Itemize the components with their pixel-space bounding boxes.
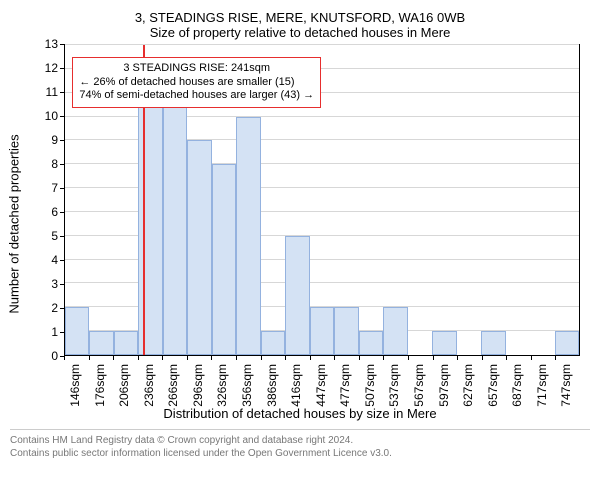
chart-container: Number of detached properties 3 STEADING… (10, 44, 590, 404)
histogram-bar (89, 331, 113, 355)
y-tick-mark (60, 332, 64, 333)
page: 3, STEADINGS RISE, MERE, KNUTSFORD, WA16… (0, 0, 600, 500)
y-tick-mark (60, 212, 64, 213)
x-tick-label: 567sqm (412, 364, 426, 416)
y-tick-label: 1 (10, 325, 58, 339)
histogram-bar (359, 331, 383, 355)
y-tick-label: 11 (10, 85, 58, 99)
x-tick-mark (236, 356, 237, 360)
x-tick-label: 266sqm (166, 364, 180, 416)
x-tick-label: 236sqm (142, 364, 156, 416)
y-tick-mark (60, 44, 64, 45)
x-tick-label: 206sqm (117, 364, 131, 416)
x-tick-mark (113, 356, 114, 360)
y-tick-mark (60, 68, 64, 69)
x-tick-mark (334, 356, 335, 360)
y-tick-mark (60, 92, 64, 93)
y-tick-label: 5 (10, 229, 58, 243)
x-tick-label: 657sqm (486, 364, 500, 416)
x-tick-label: 296sqm (191, 364, 205, 416)
x-tick-label: 356sqm (240, 364, 254, 416)
x-tick-label: 747sqm (559, 364, 573, 416)
x-tick-label: 627sqm (461, 364, 475, 416)
y-tick-mark (60, 308, 64, 309)
y-tick-label: 2 (10, 301, 58, 315)
x-tick-label: 386sqm (265, 364, 279, 416)
histogram-bar (187, 140, 211, 355)
y-tick-mark (60, 260, 64, 261)
annotation-line-right: 74% of semi-detached houses are larger (… (79, 89, 314, 103)
x-tick-label: 176sqm (93, 364, 107, 416)
x-tick-mark (89, 356, 90, 360)
x-tick-mark (506, 356, 507, 360)
histogram-bar (432, 331, 456, 355)
x-tick-mark (433, 356, 434, 360)
x-tick-label: 146sqm (68, 364, 82, 416)
y-tick-label: 6 (10, 205, 58, 219)
x-tick-mark (457, 356, 458, 360)
x-tick-label: 447sqm (314, 364, 328, 416)
x-tick-label: 537sqm (387, 364, 401, 416)
y-tick-label: 3 (10, 277, 58, 291)
x-tick-label: 597sqm (437, 364, 451, 416)
y-tick-label: 4 (10, 253, 58, 267)
x-tick-mark (359, 356, 360, 360)
histogram-bar (285, 236, 309, 355)
y-tick-mark (60, 164, 64, 165)
histogram-bar (481, 331, 505, 355)
plot-area: 3 STEADINGS RISE: 241sqm ← 26% of detach… (64, 44, 580, 356)
x-tick-label: 507sqm (363, 364, 377, 416)
x-tick-mark (261, 356, 262, 360)
footer-line-2: Contains public sector information licen… (10, 447, 590, 460)
x-tick-label: 416sqm (289, 364, 303, 416)
x-tick-mark (285, 356, 286, 360)
histogram-bar (383, 307, 407, 355)
x-tick-mark (162, 356, 163, 360)
chart-title-address: 3, STEADINGS RISE, MERE, KNUTSFORD, WA16… (10, 10, 590, 25)
y-tick-label: 12 (10, 61, 58, 75)
histogram-bar (334, 307, 358, 355)
histogram-bar (114, 331, 138, 355)
y-tick-label: 0 (10, 349, 58, 363)
gridline (65, 44, 579, 45)
y-tick-label: 7 (10, 181, 58, 195)
x-tick-mark (64, 356, 65, 360)
x-tick-mark (531, 356, 532, 360)
y-tick-label: 10 (10, 109, 58, 123)
y-tick-label: 13 (10, 37, 58, 51)
histogram-bar (555, 331, 579, 355)
chart-title-subtitle: Size of property relative to detached ho… (10, 25, 590, 40)
histogram-bar (138, 93, 162, 355)
y-tick-mark (60, 140, 64, 141)
x-tick-mark (383, 356, 384, 360)
x-tick-mark (138, 356, 139, 360)
y-tick-mark (60, 236, 64, 237)
x-tick-label: 687sqm (510, 364, 524, 416)
histogram-bar (236, 117, 260, 355)
y-tick-mark (60, 188, 64, 189)
x-tick-label: 477sqm (338, 364, 352, 416)
x-tick-mark (408, 356, 409, 360)
histogram-bar (261, 331, 285, 355)
footer: Contains HM Land Registry data © Crown c… (10, 429, 590, 460)
y-tick-label: 9 (10, 133, 58, 147)
x-tick-mark (211, 356, 212, 360)
x-tick-mark (482, 356, 483, 360)
histogram-bar (163, 69, 187, 355)
x-tick-mark (310, 356, 311, 360)
x-tick-mark (187, 356, 188, 360)
y-tick-mark (60, 284, 64, 285)
x-tick-label: 717sqm (535, 364, 549, 416)
reference-annotation: 3 STEADINGS RISE: 241sqm ← 26% of detach… (72, 57, 321, 108)
histogram-bar (212, 164, 236, 355)
histogram-bar (65, 307, 89, 355)
x-tick-mark (555, 356, 556, 360)
y-tick-label: 8 (10, 157, 58, 171)
annotation-title: 3 STEADINGS RISE: 241sqm (79, 62, 314, 76)
footer-line-1: Contains HM Land Registry data © Crown c… (10, 434, 590, 447)
x-tick-label: 326sqm (215, 364, 229, 416)
y-tick-mark (60, 116, 64, 117)
histogram-bar (310, 307, 334, 355)
annotation-line-left: ← 26% of detached houses are smaller (15… (79, 76, 314, 90)
